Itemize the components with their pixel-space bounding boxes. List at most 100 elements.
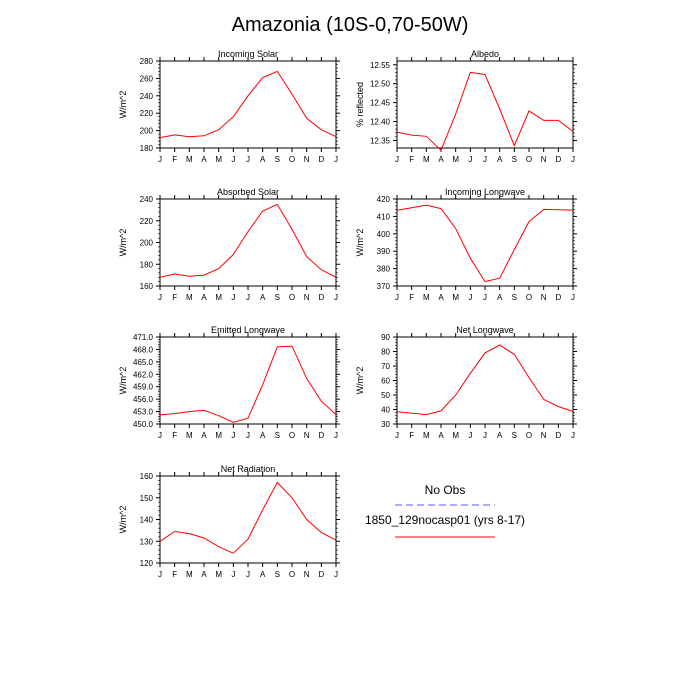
x-tick-label: J [483, 431, 487, 440]
x-tick-label: A [497, 293, 503, 302]
x-tick-label: M [452, 155, 459, 164]
plot-frame [396, 198, 574, 287]
x-tick-label: J [468, 155, 472, 164]
x-tick-label: N [304, 431, 310, 440]
x-tick-label: O [526, 155, 532, 164]
x-tick-label: F [409, 155, 414, 164]
y-tick-label: 410 [377, 212, 391, 221]
x-tick-label: A [201, 155, 207, 164]
panel-title: Incoming Solar [218, 49, 278, 59]
y-tick-label: 240 [140, 92, 154, 101]
x-tick-label: J [246, 570, 250, 579]
plot-frame [159, 198, 337, 287]
x-tick-label: J [468, 293, 472, 302]
x-tick-label: J [158, 293, 162, 302]
x-tick-label: A [260, 155, 266, 164]
x-tick-label: N [541, 293, 547, 302]
y-tick-label: 220 [140, 217, 154, 226]
x-tick-label: N [541, 155, 547, 164]
series-line [159, 481, 337, 554]
x-tick-label: J [158, 155, 162, 164]
panel-title: Net Longwave [456, 325, 514, 335]
y-tick-label: 12.35 [370, 136, 391, 145]
x-tick-label: O [526, 293, 532, 302]
x-tick-label: J [231, 431, 235, 440]
x-tick-label: J [334, 155, 338, 164]
y-tick-label: 80 [381, 348, 390, 357]
x-tick-label: J [334, 431, 338, 440]
x-tick-label: S [512, 293, 517, 302]
x-tick-label: J [246, 155, 250, 164]
x-tick-label: J [468, 431, 472, 440]
x-tick-label: D [318, 293, 324, 302]
y-axis-label: W/m^2 [355, 367, 365, 395]
x-tick-label: M [186, 570, 193, 579]
x-tick-label: F [409, 293, 414, 302]
plot-frame [159, 475, 337, 564]
x-tick-label: M [423, 293, 430, 302]
x-tick-label: M [215, 155, 222, 164]
legend-label-model: 1850_129nocasp01 (yrs 8-17) [365, 513, 525, 527]
x-tick-label: D [555, 155, 561, 164]
y-tick-label: 462.0 [133, 370, 154, 379]
y-tick-label: 130 [140, 537, 154, 546]
x-tick-label: J [571, 431, 575, 440]
x-tick-label: D [318, 431, 324, 440]
y-tick-label: 60 [381, 377, 390, 386]
y-tick-label: 70 [381, 362, 390, 371]
plot-frame [396, 60, 574, 149]
series-line [159, 345, 337, 423]
x-tick-label: N [304, 293, 310, 302]
x-tick-label: A [497, 431, 503, 440]
x-tick-label: S [512, 155, 517, 164]
x-tick-label: J [571, 293, 575, 302]
y-tick-label: 453.0 [133, 408, 154, 417]
x-tick-label: J [231, 570, 235, 579]
x-tick-label: N [304, 570, 310, 579]
series-line [396, 204, 574, 283]
x-tick-label: J [571, 155, 575, 164]
y-axis-label: W/m^2 [355, 229, 365, 257]
x-tick-label: F [172, 570, 177, 579]
x-tick-label: S [275, 155, 280, 164]
y-tick-label: 200 [140, 239, 154, 248]
y-tick-label: 150 [140, 494, 154, 503]
panel-title: Albedo [471, 49, 499, 59]
y-tick-label: 12.40 [370, 118, 391, 127]
x-tick-label: A [438, 293, 444, 302]
y-tick-label: 120 [140, 559, 154, 568]
x-tick-label: S [512, 431, 517, 440]
figure-title: Amazonia (10S-0,70-50W) [232, 14, 469, 36]
y-tick-label: 12.55 [370, 61, 391, 70]
y-tick-label: 160 [140, 472, 154, 481]
plot-frame [159, 60, 337, 149]
series-line [396, 71, 574, 152]
x-tick-label: A [201, 431, 207, 440]
x-tick-label: M [423, 431, 430, 440]
y-tick-label: 420 [377, 195, 391, 204]
y-tick-label: 220 [140, 109, 154, 118]
series-line [159, 70, 337, 139]
plot-frame [396, 336, 574, 425]
x-tick-label: A [438, 155, 444, 164]
x-tick-label: N [541, 431, 547, 440]
x-tick-label: M [186, 293, 193, 302]
x-tick-label: F [409, 431, 414, 440]
x-tick-label: J [158, 431, 162, 440]
x-tick-label: D [555, 293, 561, 302]
y-tick-label: 200 [140, 127, 154, 136]
x-tick-label: F [172, 293, 177, 302]
x-tick-label: A [201, 293, 207, 302]
x-tick-label: S [275, 293, 280, 302]
y-tick-label: 400 [377, 230, 391, 239]
x-tick-label: M [452, 293, 459, 302]
legend: No Obs 1850_129nocasp01 (yrs 8-17) [365, 483, 525, 538]
y-tick-label: 40 [381, 406, 390, 415]
x-tick-label: M [215, 431, 222, 440]
